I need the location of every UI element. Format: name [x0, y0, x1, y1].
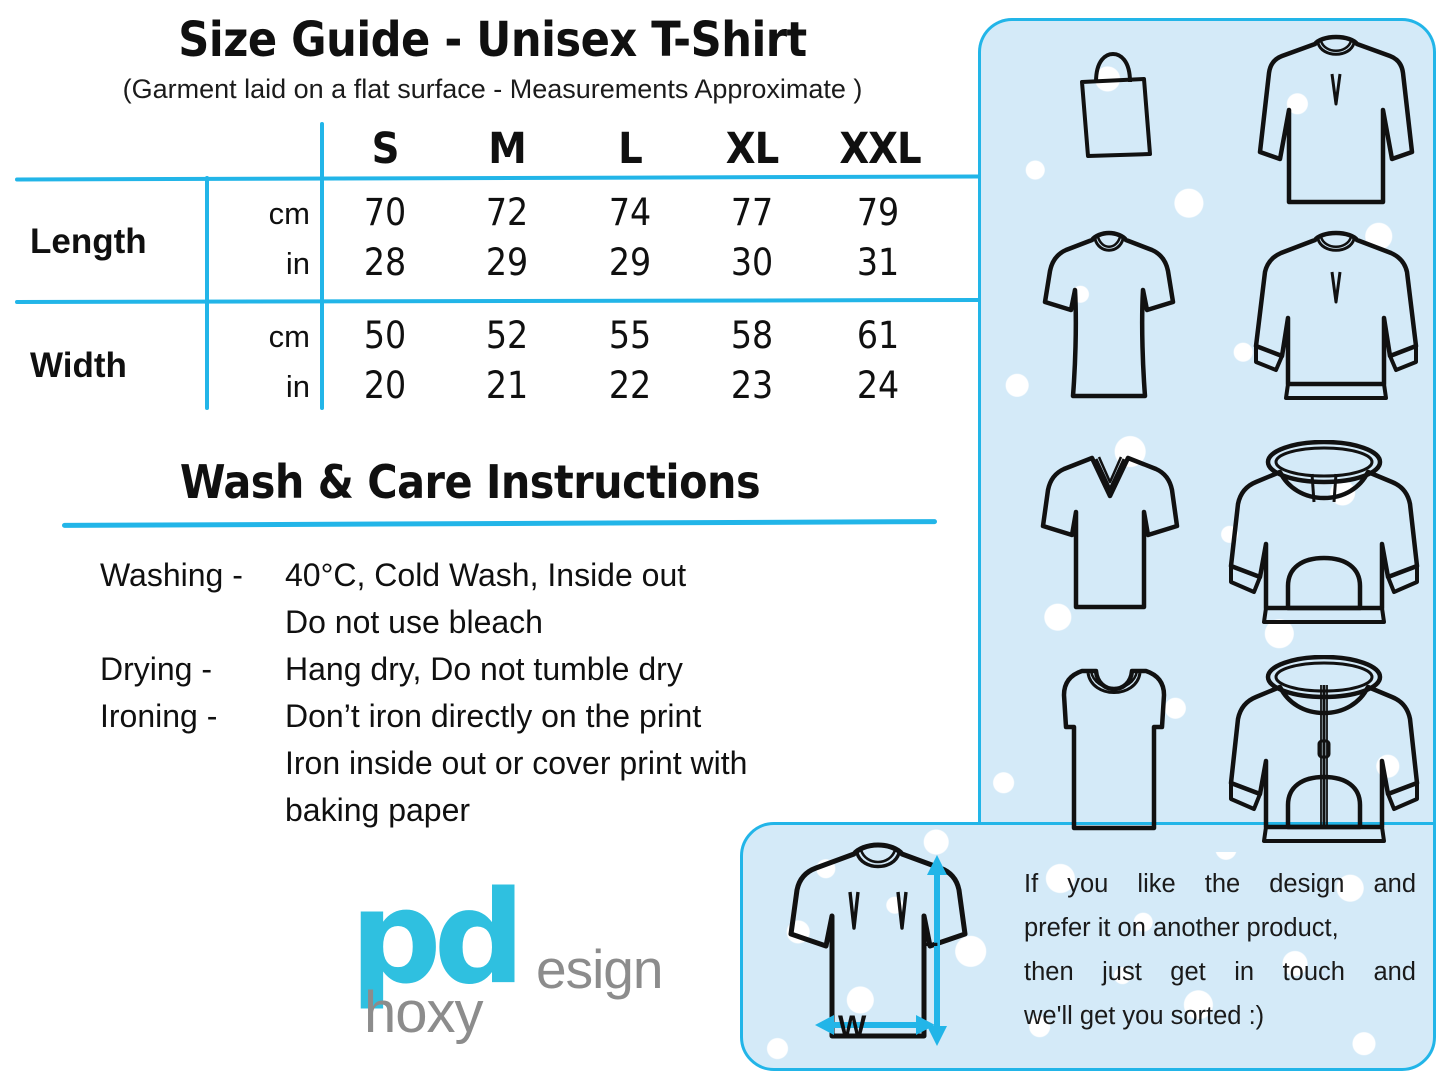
size-header-xl: XL: [725, 124, 780, 174]
tank-top-icon: [1058, 665, 1170, 835]
care-line: Iron inside out or cover print with: [285, 745, 748, 781]
care-item-ironing: Ironing - Don’t iron directly on the pri…: [100, 693, 970, 834]
measurement-tshirt-icon: [778, 840, 978, 1055]
size-header-s: S: [371, 124, 400, 174]
info-column: Size Guide - Unisex T-Shirt (Garment lai…: [0, 12, 985, 1046]
logo-suffix: esign: [536, 938, 663, 1000]
length-arrow-icon: [927, 855, 947, 1046]
care-item-washing: Washing - 40°C, Cold Wash, Inside out Do…: [100, 552, 970, 646]
care-line: 40°C, Cold Wash, Inside out: [285, 557, 687, 593]
size-header-m: M: [488, 124, 527, 174]
table-rule-top: [14, 174, 981, 182]
care-line: Do not use bleach: [285, 604, 543, 640]
wash-care-list: Washing - 40°C, Cold Wash, Inside out Do…: [100, 552, 970, 834]
logo-under: hoxy: [364, 980, 484, 1045]
zip-hoodie-icon: [1226, 655, 1422, 850]
cell-width-cm-xl: 58: [730, 314, 774, 357]
cell-length-cm-l: 74: [608, 191, 652, 234]
pullover-hoodie-icon: [1226, 440, 1422, 630]
promo-line: prefer it on another product,: [1024, 914, 1339, 942]
brand-logo: pd esign hoxy: [350, 864, 680, 1046]
page-title: Size Guide - Unisex T-Shirt: [178, 12, 807, 68]
length-dimension-label: L: [920, 920, 939, 953]
care-line: Don’t iron directly on the print: [285, 698, 702, 734]
cell-width-cm-xxl: 61: [856, 314, 900, 357]
size-header-l: L: [618, 124, 643, 174]
wash-care-underline: [61, 519, 938, 528]
row-label-width: Width: [30, 346, 127, 385]
cell-width-in-m: 21: [485, 364, 529, 407]
table-divider-unit: [320, 122, 324, 410]
cell-length-in-l: 29: [608, 241, 652, 284]
cell-width-cm-s: 50: [363, 314, 407, 357]
cell-width-in-l: 22: [608, 364, 652, 407]
care-line: Hang dry, Do not tumble dry: [285, 651, 683, 687]
sweatshirt-icon: [1248, 228, 1424, 408]
promo-line: we'll get you sorted :): [1024, 1002, 1265, 1030]
v-neck-tee-icon: [1038, 450, 1182, 615]
cell-width-in-xxl: 24: [856, 364, 900, 407]
cell-width-in-s: 20: [363, 364, 407, 407]
size-table: S M L XL XXL Length cm in 70 72 74 77 79…: [0, 118, 985, 418]
long-sleeve-tee-icon: [1252, 32, 1420, 212]
logo-mark: pd: [350, 864, 525, 1013]
cell-length-cm-s: 70: [363, 191, 407, 234]
table-divider-label: [205, 176, 209, 410]
row-label-length: Length: [30, 222, 147, 261]
care-label-ironing: Ironing -: [100, 698, 218, 734]
cell-length-in-m: 29: [485, 241, 529, 284]
page-subtitle: (Garment laid on a flat surface - Measur…: [122, 74, 863, 104]
care-line: baking paper: [285, 792, 471, 828]
size-header-xxl: XXL: [839, 124, 921, 174]
cell-length-cm-xl: 77: [730, 191, 774, 234]
row-unit-width-in: in: [285, 369, 310, 404]
garment-illustration-panel: [978, 18, 1436, 849]
cell-width-in-xl: 23: [730, 364, 774, 407]
row-unit-length-cm: cm: [268, 196, 310, 231]
care-label-washing: Washing -: [100, 557, 243, 593]
row-unit-width-cm: cm: [268, 319, 310, 354]
width-arrow-icon: [815, 1015, 935, 1035]
cell-width-cm-m: 52: [485, 314, 529, 357]
cell-length-in-xxl: 31: [856, 241, 900, 284]
tote-bag-icon: [1068, 48, 1158, 158]
table-rule-middle: [14, 297, 981, 305]
care-label-drying: Drying -: [100, 651, 213, 687]
promo-text: If you like the design and prefer it on …: [1024, 862, 1416, 1038]
cell-length-cm-m: 72: [485, 191, 529, 234]
promo-line: If you like the design and: [1024, 870, 1416, 898]
width-dimension-label: W: [838, 1010, 867, 1043]
cell-length-cm-xxl: 79: [856, 191, 900, 234]
ladies-tee-icon: [1040, 230, 1178, 405]
cell-width-cm-l: 55: [608, 314, 652, 357]
care-item-drying: Drying - Hang dry, Do not tumble dry: [100, 646, 970, 693]
cell-length-in-s: 28: [363, 241, 407, 284]
cell-length-in-xl: 30: [730, 241, 774, 284]
promo-line: then just get in touch and: [1024, 958, 1416, 986]
wash-care-heading: Wash & Care Instructions: [179, 455, 761, 509]
row-unit-length-in: in: [285, 246, 310, 281]
